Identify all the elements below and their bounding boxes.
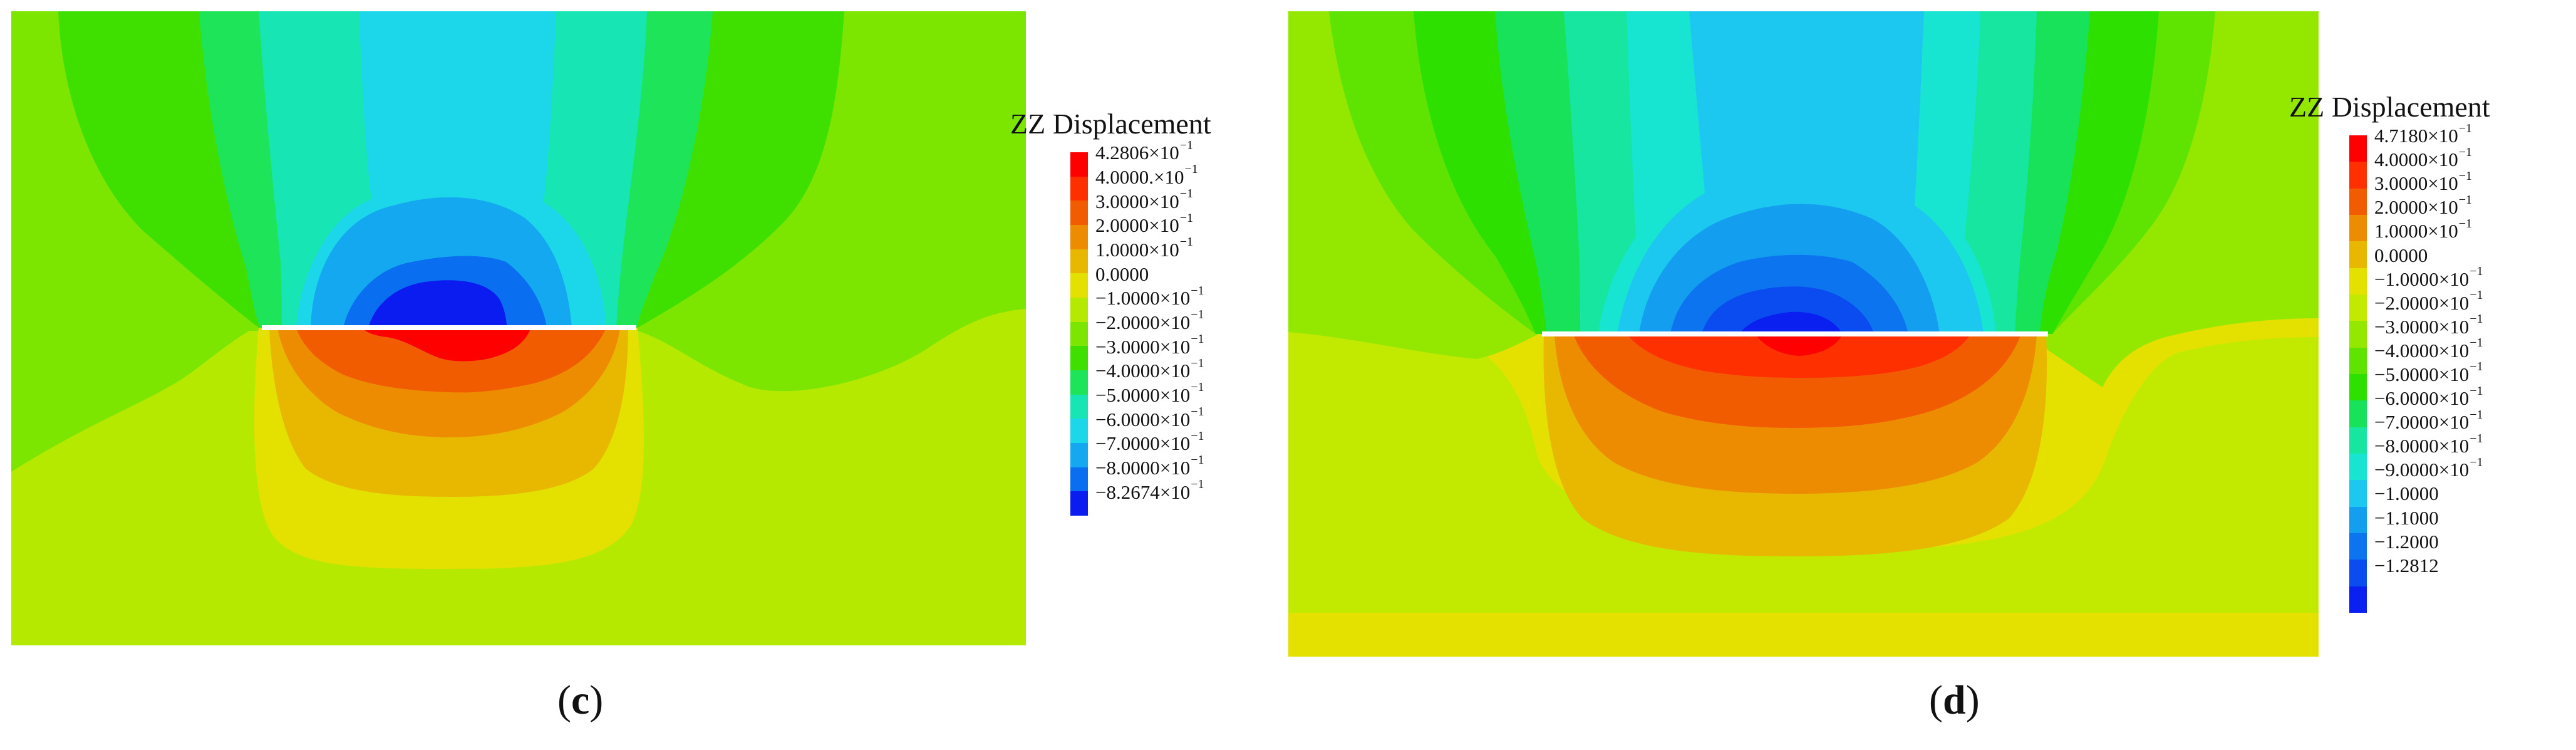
- legend-labels: 4.2806×10 −1 4.0000.×10 −1 3.0000×10 −1 2.0000…: [1095, 138, 1204, 504]
- legend-label: −1.0000×10 −1: [1095, 283, 1204, 310]
- legend-swatch: [2349, 373, 2367, 401]
- legend-swatch: [1070, 249, 1088, 274]
- legend-swatch: [2349, 162, 2367, 189]
- legend-label: −5.0000×10 −1: [1095, 380, 1204, 406]
- caption-d: (d): [1929, 677, 1980, 723]
- caption-c: (c): [557, 677, 604, 723]
- legend-swatch: [1070, 346, 1088, 371]
- legend-label: −1.0000: [2374, 482, 2439, 505]
- legend-label: −3.0000×10 −1: [2374, 312, 2483, 338]
- legend-label: 3.0000×10 −1: [1095, 187, 1194, 212]
- legend-swatch: [2349, 533, 2367, 560]
- legend-swatch: [1070, 394, 1088, 419]
- legend-colorbar: [2349, 135, 2367, 613]
- legend-label: 0.0000: [2374, 244, 2428, 266]
- legend-label: 0.0000: [1095, 263, 1149, 285]
- legend-label: −7.0000×10 −1: [1095, 429, 1204, 455]
- legend-swatch: [2349, 506, 2367, 533]
- legend-swatch: [1070, 419, 1088, 444]
- legend-swatch: [2349, 453, 2367, 481]
- legend-colorbar: [1070, 152, 1088, 516]
- legend-label: 4.2806×10 −1: [1095, 138, 1194, 164]
- legend-label: −1.2000: [2374, 530, 2439, 553]
- legend-label: −7.0000×10 −1: [2374, 407, 2483, 434]
- legend-label: 3.0000×10 −1: [2374, 169, 2473, 195]
- legend-swatch: [1070, 370, 1088, 395]
- legend-label: −2.0000×10 −1: [2374, 288, 2483, 314]
- legend-label: −8.0000×10 −1: [1095, 453, 1204, 479]
- legend-label: −4.0000×10 −1: [2374, 336, 2483, 362]
- legend-swatch: [2349, 214, 2367, 242]
- legend-swatch: [2349, 188, 2367, 215]
- legend-label: 2.0000×10 −1: [1095, 211, 1194, 237]
- panel-c: ZZ Displacement 4.2806×10 −1 4.0000.×10 −1 3…: [0, 0, 1287, 750]
- legend-swatch: [1070, 298, 1088, 322]
- contour-plot-c: [11, 11, 1026, 645]
- legend-swatch: [2349, 480, 2367, 507]
- legend-label: −5.0000×10 −1: [2374, 360, 2483, 385]
- contour-band-blue-3: [368, 280, 507, 328]
- legend-label: 4.0000.×10 −1: [1095, 162, 1198, 188]
- legend-label: −2.0000×10 −1: [1095, 308, 1204, 333]
- region-lower-field: [1288, 331, 2319, 613]
- legend-swatch: [2349, 294, 2367, 321]
- legend-label: −6.0000×10 −1: [1095, 405, 1204, 430]
- legend-swatch: [2349, 427, 2367, 454]
- legend-swatch: [2349, 268, 2367, 294]
- legend-swatch: [2349, 560, 2367, 586]
- legend-label: −6.0000×10 −1: [2374, 383, 2483, 410]
- legend-label: −1.1000: [2374, 506, 2439, 529]
- legend-label: 1.0000×10 −1: [1095, 235, 1194, 261]
- legend-title: ZZ Displacement: [1010, 108, 1211, 140]
- contour-band-red: [362, 328, 531, 362]
- legend-label: 2.0000×10 −1: [2374, 192, 2473, 219]
- legend-swatch: [2349, 241, 2367, 268]
- legend-label: 4.7180×10 −1: [2374, 121, 2473, 147]
- legend-swatch: [1070, 176, 1088, 201]
- legend-swatch: [2349, 347, 2367, 374]
- legend-swatch: [1070, 152, 1088, 177]
- legend-swatch: [1070, 225, 1088, 249]
- contour-band-red: [1755, 334, 1843, 356]
- legend-label: −1.0000×10 −1: [2374, 264, 2483, 290]
- legend-swatch: [1070, 273, 1088, 298]
- legend-swatch: [1070, 467, 1088, 492]
- legend-label: −3.0000×10 −1: [1095, 332, 1204, 358]
- contour-band-blue-4: [1739, 311, 1843, 334]
- legend-d: ZZ Displacement 4.7180×10 −1 4.0000×10 −1 3.…: [2289, 93, 2490, 613]
- legend-label: −8.0000×10 −1: [2374, 431, 2483, 457]
- legend-swatch: [2349, 321, 2367, 348]
- legend-swatch: [2349, 135, 2367, 162]
- legend-label: 4.0000×10 −1: [2374, 145, 2473, 171]
- legend-swatch: [2349, 586, 2367, 613]
- legend-swatch: [1070, 201, 1088, 226]
- contour-plot-d: [1288, 11, 2319, 657]
- legend-label: −8.2674×10 −1: [1095, 477, 1204, 503]
- legend-label: 1.0000×10 −1: [2374, 216, 2473, 242]
- legend-c: ZZ Displacement 4.2806×10 −1 4.0000.×10 −1 3…: [1010, 110, 1211, 516]
- legend-label: −1.2812: [2374, 554, 2439, 576]
- legend-labels: 4.7180×10 −1 4.0000×10 −1 3.0000×10 −1 2.0000×…: [2374, 121, 2483, 602]
- legend-label: −4.0000×10 −1: [1095, 356, 1204, 382]
- legend-swatch: [1070, 491, 1088, 516]
- legend-swatch: [1070, 321, 1088, 346]
- legend-swatch: [1070, 443, 1088, 467]
- legend-swatch: [2349, 400, 2367, 427]
- panel-d: ZZ Displacement 4.7180×10 −1 4.0000×10 −1 3.…: [1287, 0, 2576, 750]
- legend-title: ZZ Displacement: [2289, 91, 2490, 123]
- legend-label: −9.0000×10 −1: [2374, 455, 2483, 481]
